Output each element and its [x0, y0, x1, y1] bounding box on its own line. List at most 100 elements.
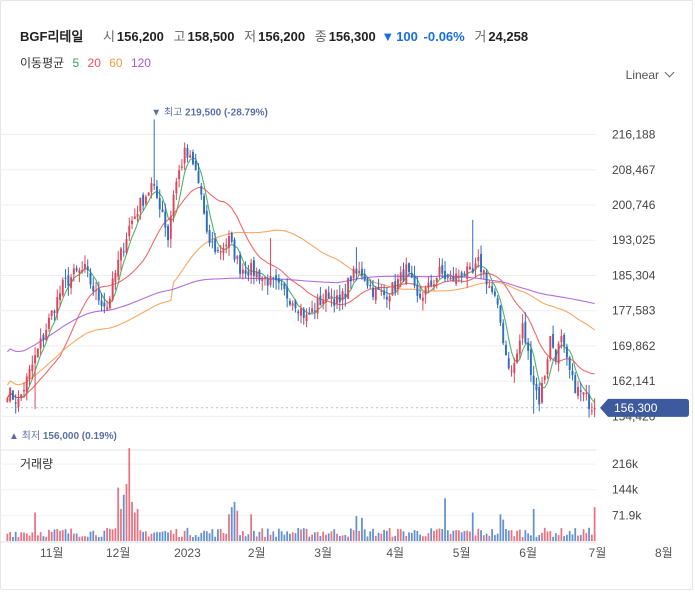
volume-bar: [106, 527, 108, 541]
volume-bar: [217, 529, 219, 541]
candle-body: [549, 336, 552, 359]
volume-bar: [319, 535, 322, 541]
close-value: 156,300: [328, 29, 376, 44]
high-value: 158,500: [187, 29, 235, 44]
candle-body: [524, 321, 527, 343]
volume-bar: [289, 533, 291, 541]
volume-bar: [388, 528, 391, 541]
candle-body: [449, 277, 452, 280]
volume-bar: [75, 533, 78, 541]
candle-body: [64, 277, 67, 279]
volume-bar: [53, 529, 56, 541]
candle-body: [427, 282, 430, 288]
volume-bar: [449, 533, 452, 541]
moving-average-label: 이동평균: [20, 56, 65, 70]
candle-body: [252, 260, 255, 276]
volume-bar: [402, 531, 405, 541]
candle-body: [28, 368, 31, 379]
volume-bar: [211, 529, 214, 541]
candle-body: [23, 389, 25, 392]
volume-tick-label: 144k: [612, 483, 639, 497]
volume-bar: [89, 531, 92, 541]
volume-bar: [513, 536, 516, 541]
candle-body: [255, 271, 258, 278]
volume-bar: [131, 501, 133, 541]
volume-bar: [23, 532, 25, 541]
volume-bar: [39, 532, 42, 541]
candle-body: [446, 276, 449, 278]
volume-bar: [192, 536, 194, 541]
volume-bar: [568, 531, 571, 541]
volume-bar: [266, 528, 269, 541]
scale-selector[interactable]: Linear: [626, 67, 675, 82]
volume-bar: [510, 530, 513, 541]
candle-body: [233, 239, 236, 260]
volume-bar: [133, 512, 136, 541]
candle-body: [557, 343, 560, 364]
volume-bar: [25, 533, 28, 541]
candle-body: [14, 402, 17, 404]
volume-bar: [186, 527, 189, 541]
candle-body: [560, 336, 563, 343]
candle-body: [208, 230, 211, 243]
candle-body: [203, 195, 206, 214]
candle-body: [86, 266, 89, 271]
x-tick-label: 8월: [655, 546, 673, 560]
volume-bar: [239, 535, 241, 541]
volume-bar: [430, 528, 433, 541]
volume-bar: [111, 529, 114, 541]
price-tick-label: 200,746: [612, 198, 656, 212]
candle-body: [330, 295, 333, 298]
candle-body: [131, 220, 134, 224]
candle-body: [333, 299, 336, 306]
candle-body: [78, 270, 81, 274]
volume-bar: [494, 535, 496, 541]
volume-bar: [164, 531, 167, 541]
candle-body: [288, 301, 291, 305]
candle-body: [466, 266, 469, 279]
volume-bar: [203, 530, 205, 541]
candle-body: [228, 236, 230, 248]
candle-body: [424, 287, 427, 295]
candle-body: [313, 310, 316, 312]
volume-bar: [347, 536, 349, 541]
candle-body: [186, 148, 189, 158]
candle-body: [95, 290, 97, 292]
volume-bar: [275, 536, 277, 541]
open-label: 시: [102, 29, 115, 44]
candle-body: [280, 283, 283, 285]
volume-bar: [269, 534, 272, 541]
candle-body: [541, 383, 543, 403]
candle-body: [593, 407, 596, 410]
candle-body: [31, 364, 34, 371]
candle-body: [324, 289, 327, 303]
volume-bars: [6, 448, 596, 541]
candle-body: [136, 214, 139, 217]
volume-bar: [541, 532, 543, 541]
candle-body: [164, 211, 167, 228]
candle-body: [468, 266, 471, 270]
low-label: 저: [244, 29, 257, 44]
candle-body: [61, 279, 64, 296]
candle-body: [142, 194, 145, 206]
volume-bar: [64, 529, 67, 541]
candle-body: [300, 308, 302, 316]
volume-bar: [438, 528, 441, 541]
volume-bar: [377, 532, 380, 541]
candle-body: [53, 311, 56, 314]
volume-title: 거래량: [20, 457, 53, 471]
volume-bar: [499, 514, 502, 541]
volume-bar: [34, 512, 36, 541]
volume-bar: [17, 537, 20, 541]
volume-bar: [161, 531, 164, 541]
volume-bar: [136, 508, 139, 541]
volume-bar: [374, 535, 377, 541]
volume-bar: [424, 536, 427, 541]
candle-body: [194, 160, 197, 170]
volume-bar: [172, 533, 175, 541]
candle-body: [538, 387, 541, 405]
time-axis: 11월 12월 2023 2월 3월 4월 5월 6월 7월 8월: [0, 541, 673, 560]
candle-body: [34, 355, 37, 364]
candle-body: [239, 254, 242, 274]
